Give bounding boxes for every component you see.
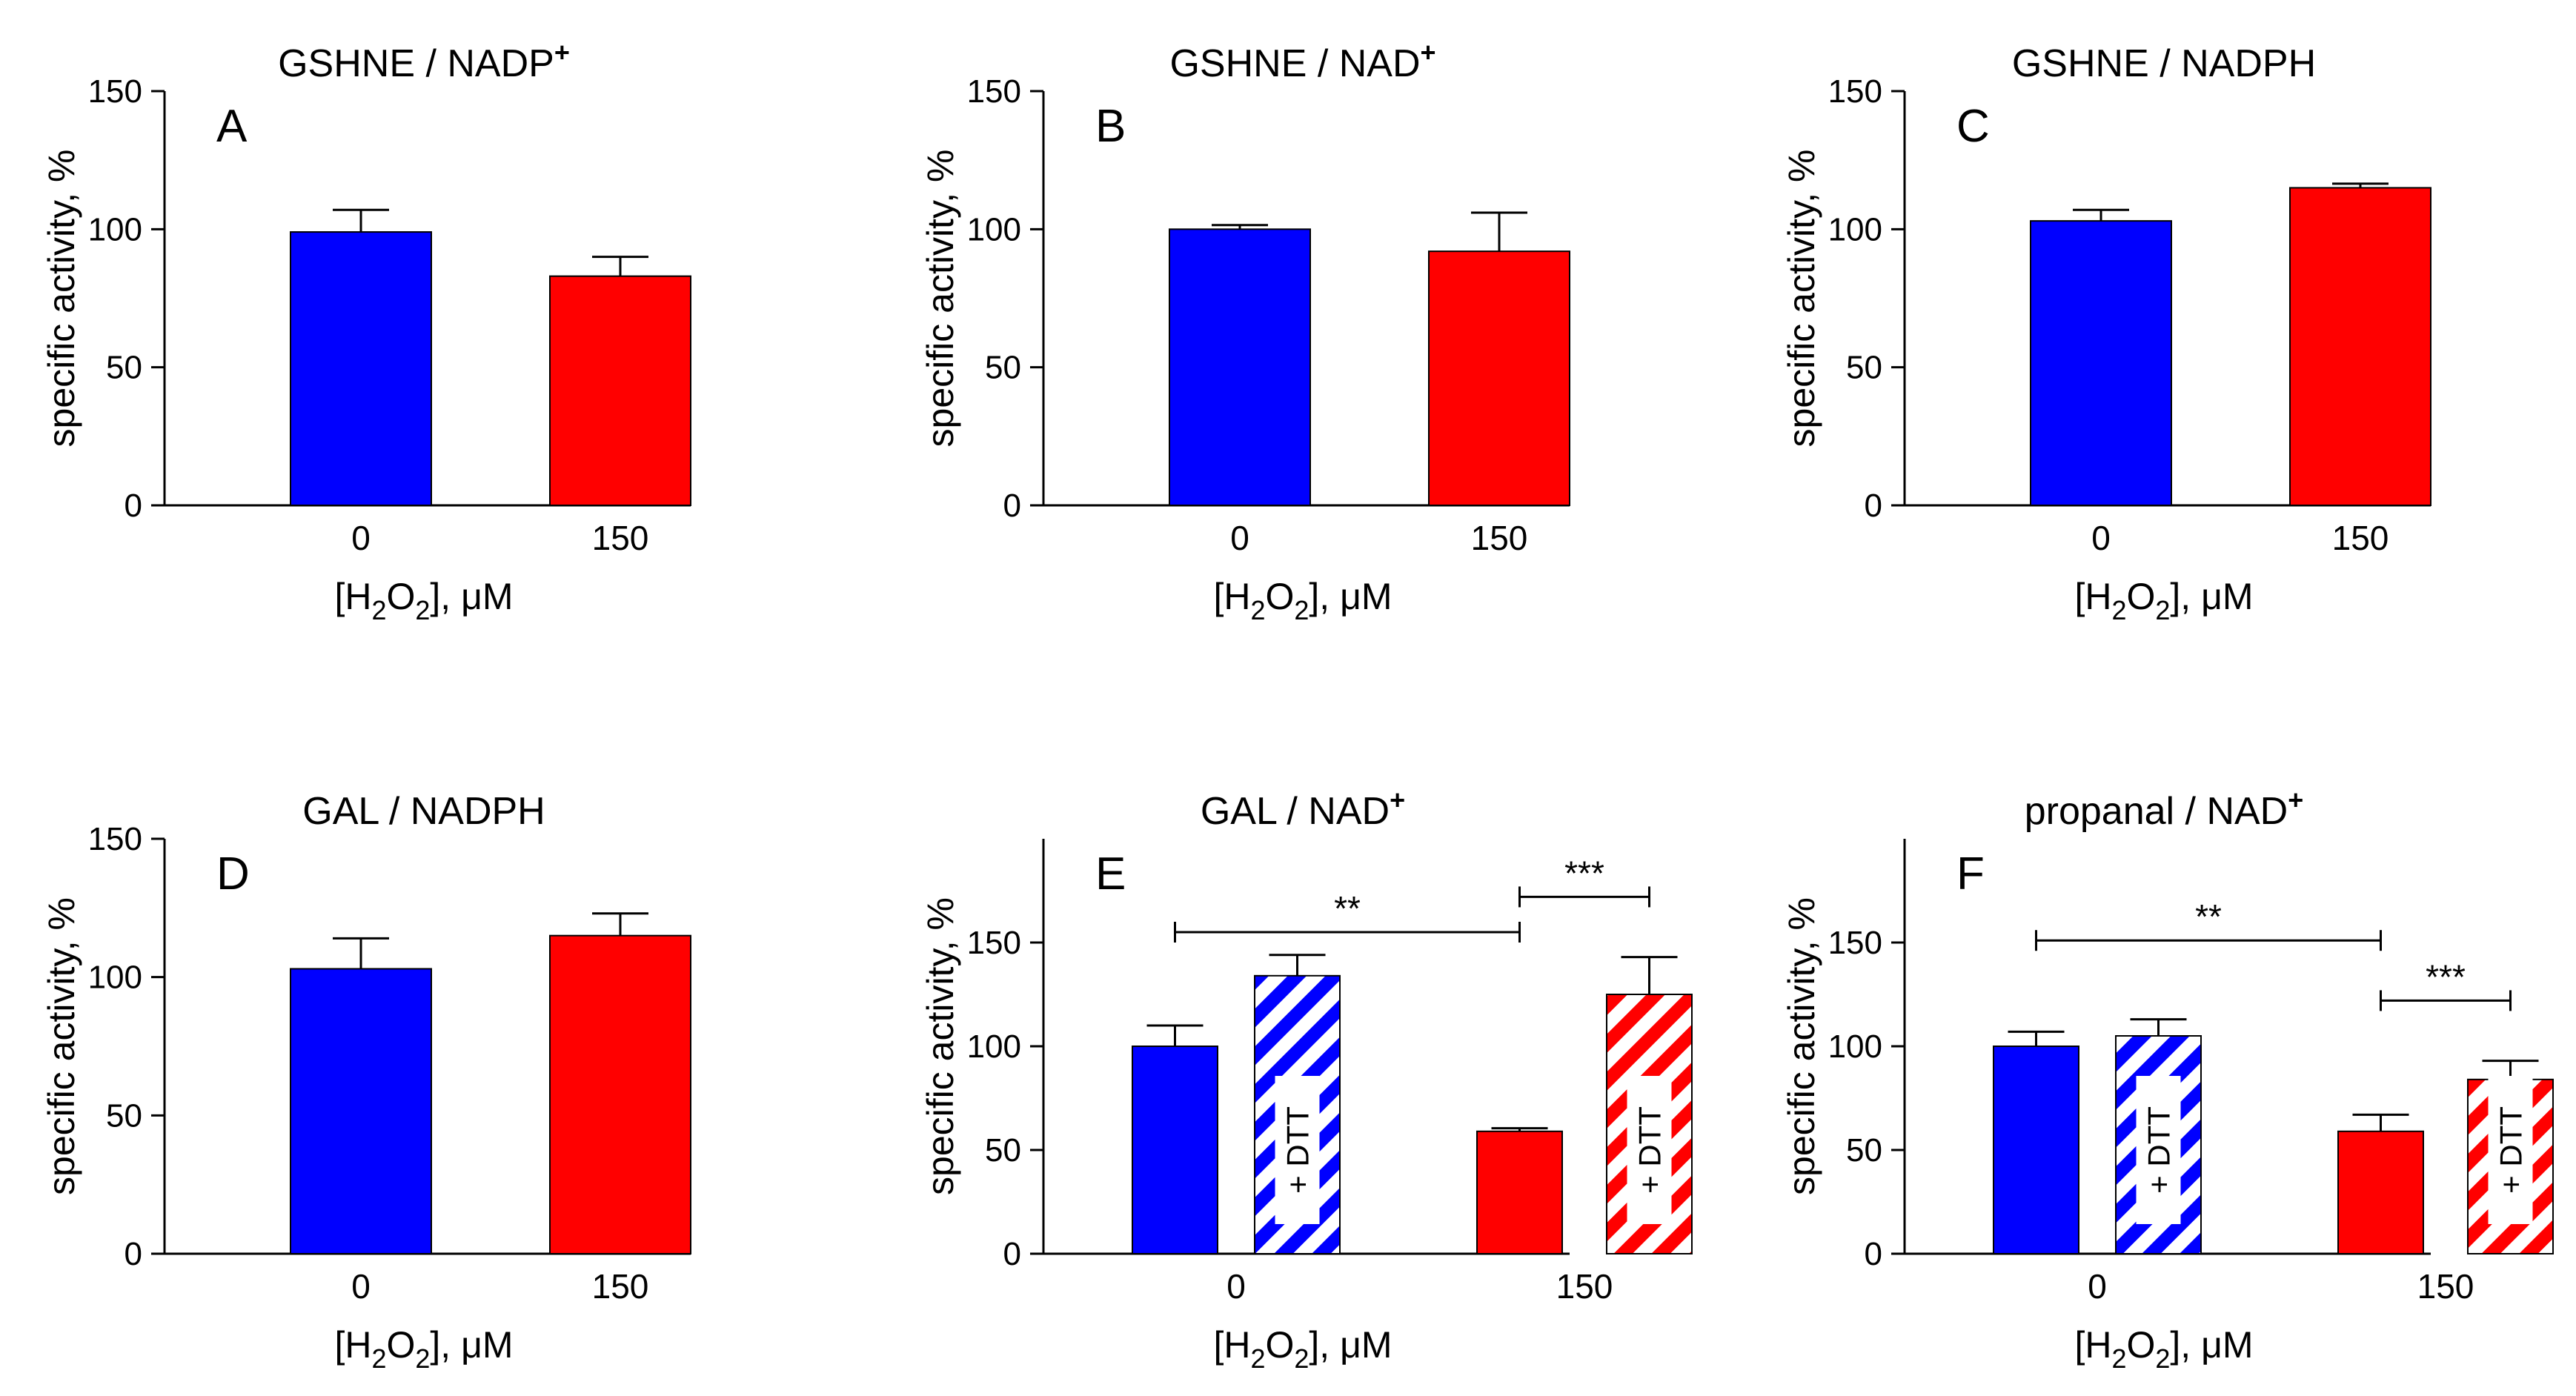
bar: [1428, 250, 1570, 506]
x-tick-label: 0: [1226, 1267, 1246, 1306]
y-tick-label: 0: [1865, 488, 1882, 524]
x-tick-label: 0: [2091, 519, 2111, 557]
panel-c: 0 50 100 150 specific activity, % C GSHNE / NA…: [1781, 42, 2431, 625]
chart-title: GAL / NAD+: [1201, 785, 1405, 833]
dtt-label-box: [2136, 1076, 2181, 1224]
dtt-label-box: [1275, 1076, 1320, 1224]
bar: [1132, 1046, 1218, 1254]
y-axis-label: specific activity, %: [1781, 150, 1822, 448]
y-tick-label: 0: [1003, 488, 1021, 524]
x-tick-label: 150: [2332, 519, 2389, 557]
x-tick-label: 150: [1556, 1267, 1613, 1306]
panel-letter: B: [1095, 101, 1126, 152]
y-tick-label: 0: [1865, 1236, 1882, 1272]
y-tick-label: 100: [1828, 1028, 1882, 1065]
bar: [549, 275, 691, 506]
y-tick-label: 150: [1828, 925, 1882, 961]
y-tick-label: 100: [88, 211, 142, 247]
dtt-label: + DTT: [2494, 1106, 2529, 1194]
x-tick-label: 150: [1471, 519, 1528, 557]
y-tick-label: 50: [1846, 350, 1882, 386]
bar: [1476, 1130, 1563, 1255]
y-axis-label: specific activity, %: [41, 897, 82, 1195]
panel-b: 0 50 100 150 specific activity, % B GSHNE / NA…: [920, 37, 1570, 625]
significance-label: **: [2195, 897, 2222, 936]
x-tick-label: 150: [2417, 1267, 2474, 1306]
x-tick-label: 0: [351, 519, 371, 557]
panel-a: 0 50 100 150 specific activity, % A GSHNE / NA…: [41, 37, 691, 625]
y-axis-label: specific activity, %: [920, 897, 961, 1195]
y-tick-label: 50: [985, 1132, 1021, 1169]
panel-letter: D: [216, 848, 250, 900]
bar: [549, 934, 691, 1254]
y-tick-label: 150: [88, 73, 142, 110]
bar: [1993, 1046, 2079, 1254]
y-axis-label: specific activity, %: [1781, 897, 1822, 1195]
dtt-label: + DTT: [2142, 1106, 2177, 1194]
y-tick-label: 100: [1828, 211, 1882, 247]
significance-label: ***: [2426, 957, 2466, 996]
y-tick-label: 100: [88, 960, 142, 996]
significance-label: ***: [1564, 854, 1604, 892]
y-tick-label: 100: [967, 1028, 1021, 1065]
bar: [2337, 1130, 2424, 1255]
dtt-label: + DTT: [1633, 1106, 1667, 1194]
y-tick-label: 150: [967, 73, 1021, 110]
y-tick-label: 0: [125, 488, 142, 524]
dtt-label: + DTT: [1281, 1106, 1315, 1194]
bar: [290, 231, 432, 506]
x-tick-label: 0: [2088, 1267, 2107, 1306]
panel-letter: A: [216, 101, 248, 152]
panel-letter: C: [1956, 101, 1990, 152]
chart-title: GAL / NADPH: [302, 790, 545, 833]
x-tick-label: 0: [351, 1267, 371, 1306]
x-axis-label: [H2O2], μM: [1213, 1324, 1392, 1374]
chart-title: GSHNE / NAD+: [1169, 37, 1435, 85]
y-tick-label: 50: [106, 1097, 142, 1134]
y-tick-label: 150: [967, 925, 1021, 961]
chart-title: propanal / NAD+: [2025, 785, 2304, 833]
y-tick-label: 100: [967, 211, 1021, 247]
y-tick-label: 150: [88, 821, 142, 857]
y-tick-label: 50: [1846, 1132, 1882, 1169]
panel-letter: E: [1095, 848, 1126, 900]
bar: [2289, 187, 2431, 507]
bar: [1169, 228, 1311, 506]
chart-title: GSHNE / NADPH: [2012, 42, 2316, 85]
y-tick-label: 150: [1828, 73, 1882, 110]
x-axis-label: [H2O2], μM: [2074, 576, 2253, 625]
x-axis-label: [H2O2], μM: [334, 576, 513, 625]
y-tick-label: 50: [106, 350, 142, 386]
panel-d: 0 50 100 150 specific activity, % D GAL / NADP…: [41, 790, 691, 1374]
x-tick-label: 0: [1230, 519, 1249, 557]
significance-label: **: [1334, 889, 1361, 928]
y-tick-label: 0: [1003, 1236, 1021, 1272]
x-tick-label: 150: [592, 519, 649, 557]
x-axis-label: [H2O2], μM: [2074, 1324, 2253, 1374]
bar: [2030, 220, 2172, 506]
bar: [290, 968, 432, 1254]
x-axis-label: [H2O2], μM: [334, 1324, 513, 1374]
y-axis-label: specific activity, %: [920, 150, 961, 448]
dtt-label-box: [1627, 1076, 1672, 1224]
panel-letter: F: [1956, 848, 1985, 900]
y-tick-label: 0: [125, 1236, 142, 1272]
y-axis-label: specific activity, %: [41, 150, 82, 448]
x-axis-label: [H2O2], μM: [1213, 576, 1392, 625]
x-tick-label: 150: [592, 1267, 649, 1306]
y-tick-label: 50: [985, 350, 1021, 386]
chart-title: GSHNE / NADP+: [278, 37, 570, 85]
dtt-label-box: [2488, 1076, 2533, 1224]
